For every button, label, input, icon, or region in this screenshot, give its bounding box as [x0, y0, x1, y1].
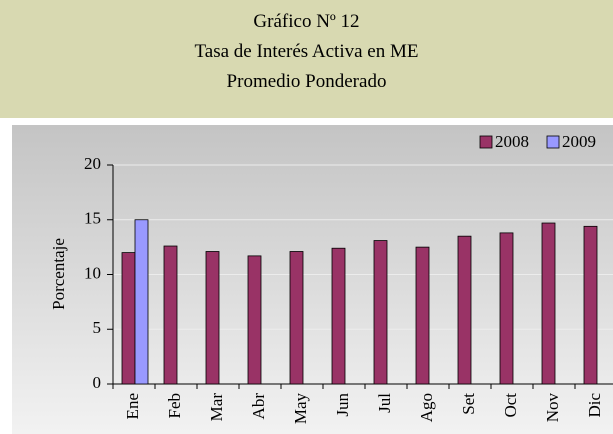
bar: [331, 247, 346, 385]
bar: [457, 235, 472, 385]
y-tick-label: 5: [93, 318, 102, 337]
x-tick-label: Ene: [123, 393, 142, 419]
x-tick-label: Dic: [585, 393, 604, 418]
header: Gráfico Nº 12 Tasa de Interés Activa en …: [0, 0, 613, 118]
x-tick-label: May: [291, 393, 310, 425]
y-tick-label: 20: [84, 154, 101, 173]
legend-label: 2009: [562, 132, 596, 151]
bar: [163, 245, 178, 385]
bar: [373, 240, 388, 385]
x-tick-label: Feb: [165, 393, 184, 419]
x-tick-label: Nov: [543, 393, 562, 423]
bar: [205, 251, 220, 385]
bar: [541, 222, 556, 385]
x-tick-label: Jul: [375, 393, 394, 413]
header-line: Promedio Ponderado: [226, 71, 387, 92]
legend-swatch: [546, 135, 560, 149]
bar: [415, 246, 430, 385]
legend-swatch: [479, 135, 493, 149]
bar: [247, 255, 262, 385]
x-tick-label: Abr: [249, 393, 268, 420]
header-line: Gráfico Nº 12: [253, 11, 360, 32]
bar: [134, 219, 149, 385]
header-line: Tasa de Interés Activa en ME: [194, 41, 419, 62]
y-tick-label: 0: [93, 373, 102, 392]
y-tick-label: 10: [84, 263, 101, 282]
chart-background: [12, 125, 613, 434]
y-tick-label: 15: [84, 209, 101, 228]
bar: [121, 252, 136, 385]
x-tick-label: Oct: [501, 393, 520, 418]
bar: [499, 232, 514, 385]
bar: [583, 225, 598, 385]
legend-label: 2008: [495, 132, 529, 151]
y-axis-label: Porcentaje: [49, 238, 68, 310]
x-tick-label: Mar: [207, 393, 226, 422]
x-tick-label: Ago: [417, 393, 436, 422]
x-tick-label: Jun: [333, 393, 352, 417]
bar: [289, 251, 304, 385]
x-tick-label: Set: [459, 393, 478, 415]
